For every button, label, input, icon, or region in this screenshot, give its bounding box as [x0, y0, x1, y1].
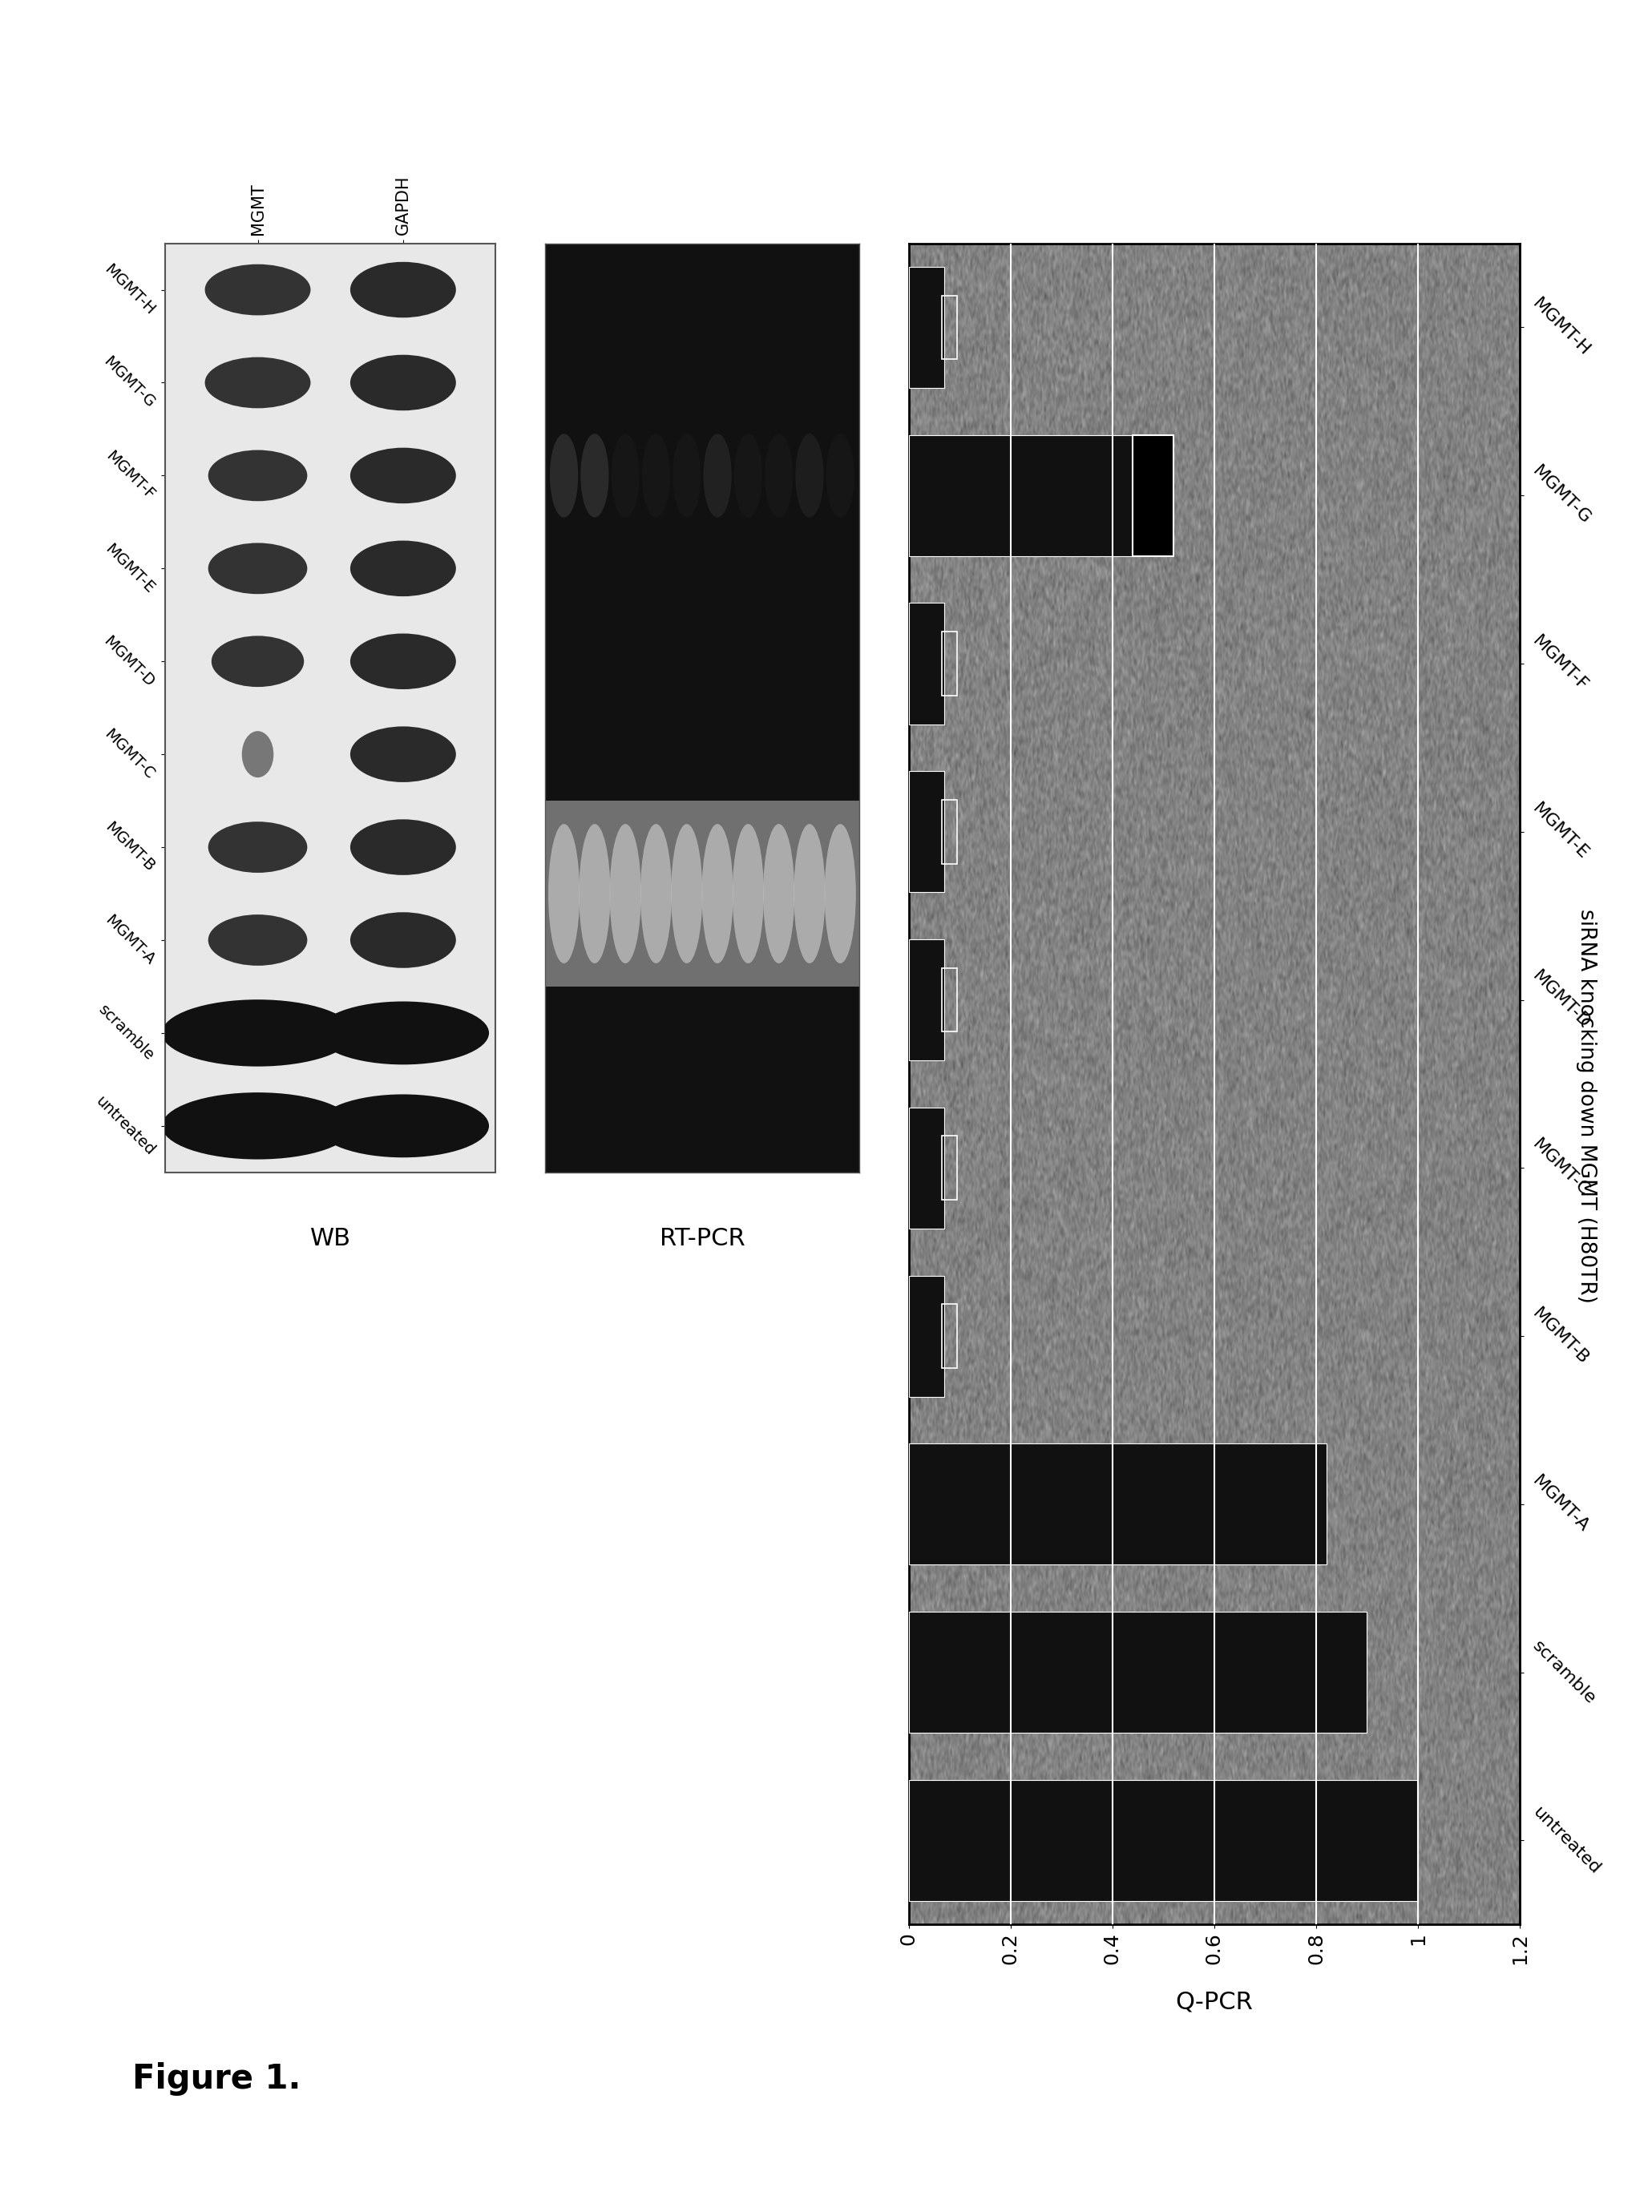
Ellipse shape: [350, 726, 456, 783]
Ellipse shape: [162, 1093, 354, 1159]
Bar: [942, 801, 957, 863]
Ellipse shape: [733, 434, 762, 518]
Ellipse shape: [350, 540, 456, 597]
Ellipse shape: [641, 825, 672, 964]
Ellipse shape: [350, 911, 456, 969]
Ellipse shape: [208, 914, 307, 967]
Bar: [909, 1444, 1327, 1564]
Bar: [909, 268, 945, 387]
Ellipse shape: [550, 434, 578, 518]
Ellipse shape: [580, 434, 610, 518]
Bar: [909, 940, 945, 1060]
Ellipse shape: [350, 447, 456, 504]
Ellipse shape: [208, 821, 307, 874]
Ellipse shape: [795, 434, 824, 518]
Bar: [942, 969, 957, 1031]
Ellipse shape: [205, 356, 311, 409]
Ellipse shape: [317, 1002, 489, 1064]
Bar: [909, 436, 1138, 555]
Ellipse shape: [208, 542, 307, 595]
Ellipse shape: [548, 825, 580, 964]
Bar: [909, 772, 945, 891]
Ellipse shape: [350, 633, 456, 690]
Ellipse shape: [578, 825, 610, 964]
Ellipse shape: [795, 825, 826, 964]
Ellipse shape: [765, 434, 793, 518]
Text: RT-PCR: RT-PCR: [659, 1228, 745, 1250]
Bar: [545, 801, 859, 987]
Ellipse shape: [211, 635, 304, 688]
Ellipse shape: [671, 825, 702, 964]
Ellipse shape: [732, 825, 763, 964]
Ellipse shape: [350, 354, 456, 411]
Bar: [942, 1137, 957, 1199]
Ellipse shape: [162, 1000, 354, 1066]
Ellipse shape: [350, 261, 456, 319]
Ellipse shape: [208, 449, 307, 502]
Ellipse shape: [672, 434, 700, 518]
Bar: [942, 633, 957, 695]
Bar: [909, 1108, 945, 1228]
Bar: [909, 1613, 1368, 1732]
Text: WB: WB: [311, 1228, 350, 1250]
Ellipse shape: [317, 1095, 489, 1157]
Text: siRNA knocking down MGMT (H80TR): siRNA knocking down MGMT (H80TR): [1576, 909, 1596, 1303]
Ellipse shape: [704, 434, 732, 518]
Ellipse shape: [610, 825, 641, 964]
Bar: [909, 1276, 945, 1396]
Bar: [942, 296, 957, 358]
Bar: [909, 604, 945, 723]
Ellipse shape: [824, 825, 856, 964]
Ellipse shape: [350, 818, 456, 876]
Ellipse shape: [205, 263, 311, 316]
Ellipse shape: [763, 825, 795, 964]
Text: Q-PCR: Q-PCR: [1175, 1991, 1254, 2013]
Bar: [909, 1781, 1417, 1900]
Ellipse shape: [241, 732, 274, 779]
Bar: [942, 1305, 957, 1367]
Text: Figure 1.: Figure 1.: [132, 2062, 301, 2097]
Ellipse shape: [702, 825, 733, 964]
Ellipse shape: [611, 434, 639, 518]
Ellipse shape: [643, 434, 671, 518]
Bar: [1133, 436, 1173, 555]
Ellipse shape: [826, 434, 854, 518]
